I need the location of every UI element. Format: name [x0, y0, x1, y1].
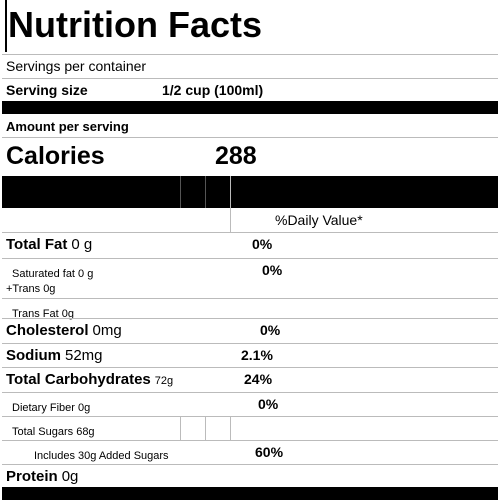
row-name-line: Total Sugars 68g — [12, 422, 95, 440]
thick-rule — [2, 176, 498, 208]
thick-rule — [2, 101, 498, 114]
row-name-line: Includes 30g Added Sugars — [34, 446, 169, 464]
row-name: Dietary Fiber 0g — [12, 402, 91, 414]
cell-line — [230, 416, 231, 440]
row-name: Total Fat — [6, 236, 68, 253]
row-percent: 0% — [262, 262, 283, 278]
serving-size-label: Serving size — [6, 82, 88, 98]
row-amount: 0mg — [92, 322, 122, 339]
row-percent: 60% — [255, 444, 284, 460]
row-name-line: Protein 0g — [6, 468, 78, 486]
row-name: Saturated fat 0 g — [12, 268, 94, 280]
row-name: Includes 30g Added Sugars — [34, 450, 169, 462]
row-amount: 52mg — [65, 347, 103, 364]
row-name-line: Sodium 52mg — [6, 347, 103, 365]
cell-line — [230, 176, 231, 232]
cell-line — [205, 176, 206, 208]
rule — [2, 137, 498, 138]
cell-line — [205, 416, 206, 440]
row-name-line: Dietary Fiber 0g — [12, 398, 90, 416]
row-percent: 0% — [260, 322, 281, 338]
rule — [2, 54, 498, 55]
row-percent: 2.1% — [241, 347, 273, 363]
thick-rule — [2, 487, 498, 500]
calories-value: 288 — [215, 142, 257, 170]
servings-per-container: Servings per container — [6, 58, 147, 74]
calories-label: Calories — [6, 142, 105, 170]
rule — [2, 367, 498, 368]
rule — [2, 298, 498, 299]
row-amount: 72g — [154, 375, 174, 387]
daily-value-header: %Daily Value* — [275, 212, 363, 228]
row-name: Protein — [6, 468, 58, 485]
rule — [2, 440, 498, 441]
row-name: Trans Fat 0g — [12, 308, 74, 320]
row-name-line: Total Fat 0 g — [6, 236, 92, 254]
rule — [2, 464, 498, 465]
rule — [2, 78, 498, 79]
row-name-line: Cholesterol 0mg — [6, 322, 122, 340]
row-percent: 24% — [244, 371, 273, 387]
row-name: Sodium — [6, 347, 61, 364]
row-amount: 0g — [61, 468, 79, 485]
rule — [2, 318, 498, 319]
rule — [2, 258, 498, 259]
row-name-line: Total Carbohydrates 72g — [6, 371, 173, 389]
row-name: Total Sugars 68g — [12, 426, 95, 438]
row-name: Cholesterol — [6, 322, 89, 339]
cell-line — [180, 176, 181, 208]
row-percent: 0% — [252, 236, 273, 252]
serving-size-value: 1/2 cup (100ml) — [162, 82, 264, 98]
title: Nutrition Facts — [8, 4, 263, 45]
row-name-line: Trans Fat 0g — [12, 304, 74, 322]
row-amount: 0 g — [71, 236, 93, 253]
row-name: Total Carbohydrates — [6, 371, 151, 388]
row-name-line: Saturated fat 0 g — [12, 264, 93, 282]
rule — [2, 232, 498, 233]
row-percent: 0% — [258, 396, 279, 412]
amount-per-serving: Amount per serving — [6, 119, 129, 134]
row-note: +Trans 0g — [6, 283, 56, 295]
rule — [2, 416, 498, 417]
rule — [2, 392, 498, 393]
cell-line — [180, 416, 181, 440]
border — [5, 0, 7, 52]
rule — [2, 343, 498, 344]
